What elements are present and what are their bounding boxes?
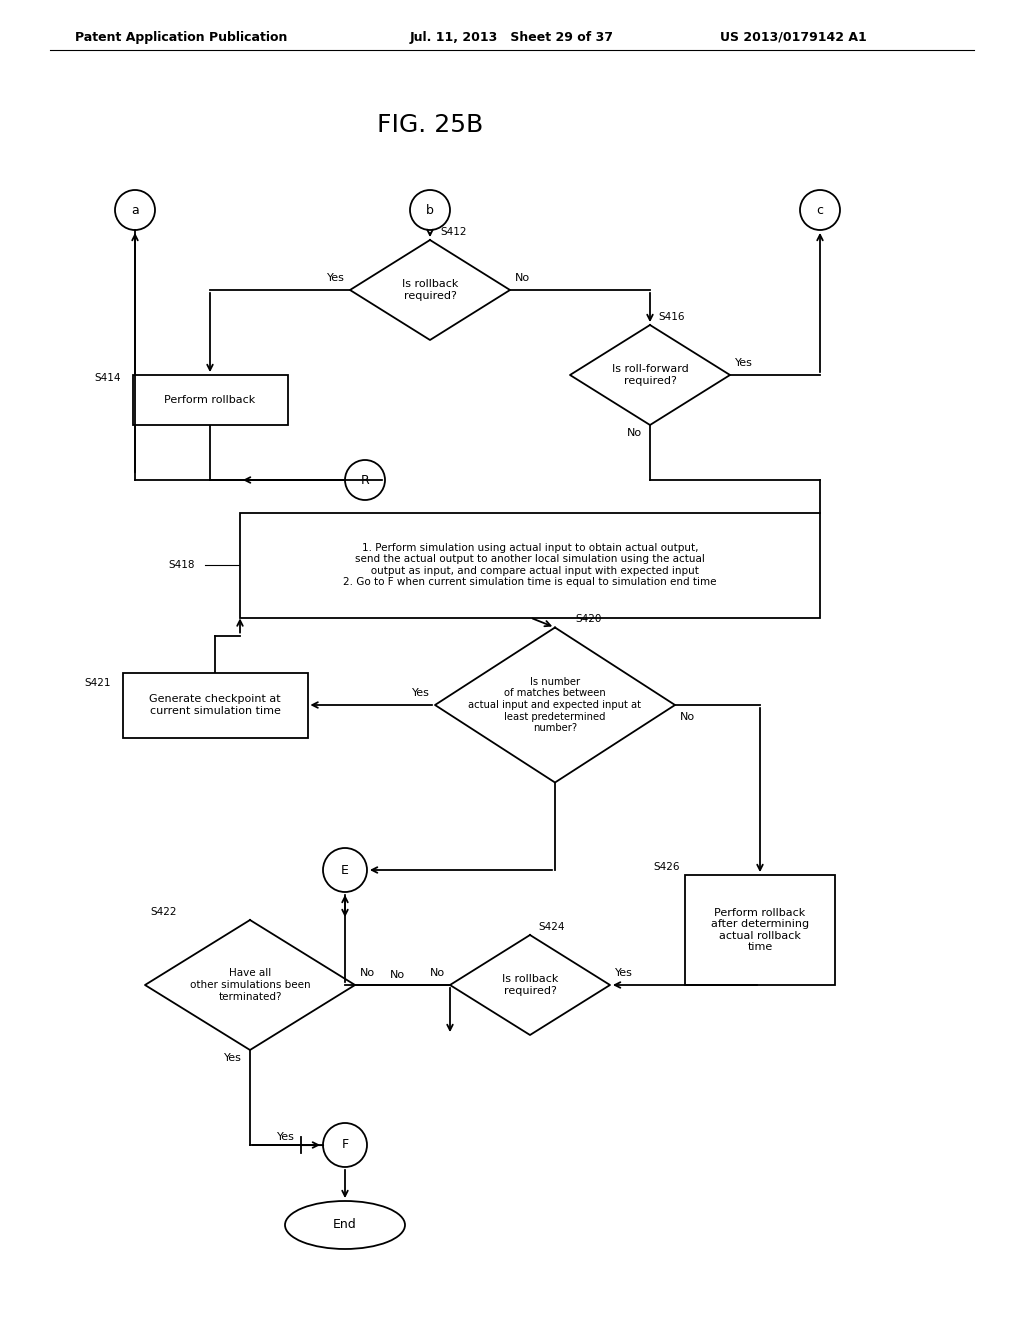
- Text: Generate checkpoint at
current simulation time: Generate checkpoint at current simulatio…: [150, 694, 281, 715]
- Text: Is rollback
required?: Is rollback required?: [502, 974, 558, 995]
- Text: 1. Perform simulation using actual input to obtain actual output,
send the actua: 1. Perform simulation using actual input…: [343, 543, 717, 587]
- Text: Have all
other simulations been
terminated?: Have all other simulations been terminat…: [189, 969, 310, 1002]
- FancyBboxPatch shape: [123, 672, 307, 738]
- Text: Yes: Yes: [615, 968, 633, 978]
- Text: S422: S422: [150, 907, 176, 917]
- Text: S412: S412: [440, 227, 467, 238]
- Text: Is rollback
required?: Is rollback required?: [401, 280, 458, 301]
- Text: S420: S420: [575, 615, 601, 624]
- Text: S424: S424: [538, 921, 564, 932]
- Text: Yes: Yes: [278, 1133, 295, 1142]
- Circle shape: [800, 190, 840, 230]
- Text: FIG. 25B: FIG. 25B: [377, 114, 483, 137]
- FancyBboxPatch shape: [132, 375, 288, 425]
- Text: Perform rollback: Perform rollback: [165, 395, 256, 405]
- Text: S418: S418: [169, 560, 195, 570]
- Text: S426: S426: [653, 862, 680, 873]
- Circle shape: [115, 190, 155, 230]
- Text: a: a: [131, 203, 139, 216]
- Text: Yes: Yes: [224, 1053, 242, 1063]
- Text: R: R: [360, 474, 370, 487]
- Text: Perform rollback
after determining
actual rollback
time: Perform rollback after determining actua…: [711, 908, 809, 953]
- Text: No: No: [430, 968, 445, 978]
- Text: Yes: Yes: [735, 358, 753, 368]
- Text: No: No: [680, 711, 695, 722]
- Text: b: b: [426, 203, 434, 216]
- Circle shape: [323, 1123, 367, 1167]
- Text: Is number
of matches between
actual input and expected input at
least predetermi: Is number of matches between actual inpu…: [469, 677, 641, 733]
- Text: End: End: [333, 1218, 357, 1232]
- Text: E: E: [341, 863, 349, 876]
- Text: F: F: [341, 1138, 348, 1151]
- Circle shape: [410, 190, 450, 230]
- Circle shape: [345, 459, 385, 500]
- Text: Yes: Yes: [327, 273, 345, 282]
- Text: No: No: [360, 968, 375, 978]
- Text: Patent Application Publication: Patent Application Publication: [75, 30, 288, 44]
- Text: Jul. 11, 2013   Sheet 29 of 37: Jul. 11, 2013 Sheet 29 of 37: [410, 30, 614, 44]
- Text: S416: S416: [658, 312, 684, 322]
- Text: No: No: [390, 970, 406, 979]
- Text: c: c: [816, 203, 823, 216]
- Circle shape: [323, 847, 367, 892]
- Text: No: No: [627, 428, 642, 438]
- Text: Is roll-forward
required?: Is roll-forward required?: [611, 364, 688, 385]
- Ellipse shape: [285, 1201, 406, 1249]
- FancyBboxPatch shape: [240, 512, 820, 618]
- Text: S421: S421: [85, 678, 111, 688]
- Text: US 2013/0179142 A1: US 2013/0179142 A1: [720, 30, 866, 44]
- Text: S414: S414: [94, 374, 121, 383]
- FancyBboxPatch shape: [685, 875, 835, 985]
- Text: Yes: Yes: [412, 688, 430, 698]
- Text: No: No: [515, 273, 530, 282]
